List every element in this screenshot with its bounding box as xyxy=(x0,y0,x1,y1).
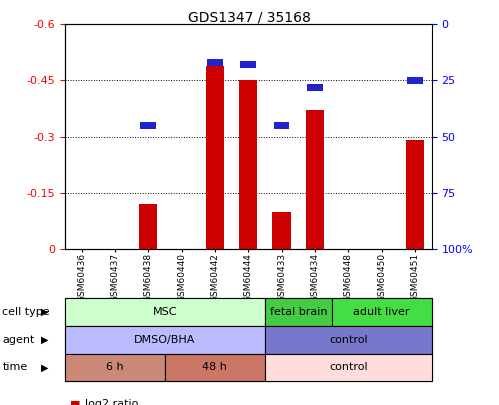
Bar xyxy=(306,111,324,249)
Text: control: control xyxy=(329,335,368,345)
Text: 6 h: 6 h xyxy=(106,362,124,372)
Bar xyxy=(406,141,424,249)
Text: ▶: ▶ xyxy=(41,335,49,345)
Text: cell type: cell type xyxy=(2,307,50,317)
Text: ■: ■ xyxy=(70,399,80,405)
Text: ▶: ▶ xyxy=(41,362,49,372)
Text: 48 h: 48 h xyxy=(203,362,228,372)
Text: GDS1347 / 35168: GDS1347 / 35168 xyxy=(188,10,311,24)
Bar xyxy=(272,211,291,249)
Text: ▶: ▶ xyxy=(41,307,49,317)
Text: DMSO/BHA: DMSO/BHA xyxy=(134,335,196,345)
Bar xyxy=(139,204,157,249)
Text: time: time xyxy=(2,362,28,372)
Bar xyxy=(207,59,223,66)
Text: control: control xyxy=(329,362,368,372)
Bar xyxy=(239,81,257,249)
Bar xyxy=(206,66,224,249)
Text: agent: agent xyxy=(2,335,35,345)
Bar xyxy=(407,77,423,84)
Text: adult liver: adult liver xyxy=(353,307,410,317)
Text: log2 ratio: log2 ratio xyxy=(85,399,138,405)
Bar xyxy=(274,122,289,129)
Text: fetal brain: fetal brain xyxy=(269,307,327,317)
Text: MSC: MSC xyxy=(153,307,177,317)
Bar xyxy=(307,84,323,91)
Bar xyxy=(140,122,156,129)
Bar xyxy=(241,62,256,68)
